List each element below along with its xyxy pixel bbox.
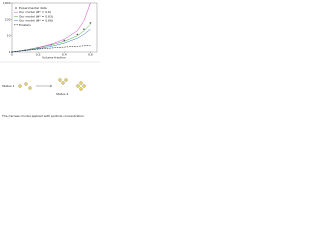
y-tick-label: 1 xyxy=(9,50,11,54)
page: {"chart_data":{"type":"line","x_label":"… xyxy=(0,0,100,124)
legend-label: Our model (Φ* = 0.6) xyxy=(19,10,51,14)
x-axis-label: Volume fraction xyxy=(42,56,66,60)
x-tick-label: 0.6 xyxy=(88,53,93,57)
status-label: Status 2 xyxy=(56,92,69,96)
y-tick-label: 1000 xyxy=(3,1,11,5)
data-point xyxy=(89,22,92,24)
series-line xyxy=(11,45,91,53)
legend-label: Experimental data xyxy=(19,6,47,10)
series-line xyxy=(11,24,91,53)
x-tick-label: 0.4 xyxy=(62,53,67,57)
legend-marker xyxy=(15,7,17,9)
plot-frame xyxy=(11,2,98,53)
legend-label: Our model (Φ* = 0.63) xyxy=(19,14,53,18)
legend-label: Einstein xyxy=(19,23,31,27)
y-tick-label: 10 xyxy=(7,34,11,38)
caption: The Carreau model applied with particle … xyxy=(1,114,84,118)
x-tick-label: 0 xyxy=(11,53,13,57)
series-line xyxy=(11,28,91,53)
particles xyxy=(18,78,86,91)
x-tick-label: 0.2 xyxy=(36,53,41,57)
status-label: Status 1 xyxy=(2,84,15,88)
legend-label: Our model (Φ* = 0.66) xyxy=(19,19,53,23)
arrow xyxy=(36,84,53,88)
figure: Volume fraction Status 1 Status 2 The Ca… xyxy=(0,1,100,118)
data-point xyxy=(76,33,79,36)
data-point xyxy=(83,28,85,30)
y-tick-label: 100 xyxy=(5,17,11,21)
